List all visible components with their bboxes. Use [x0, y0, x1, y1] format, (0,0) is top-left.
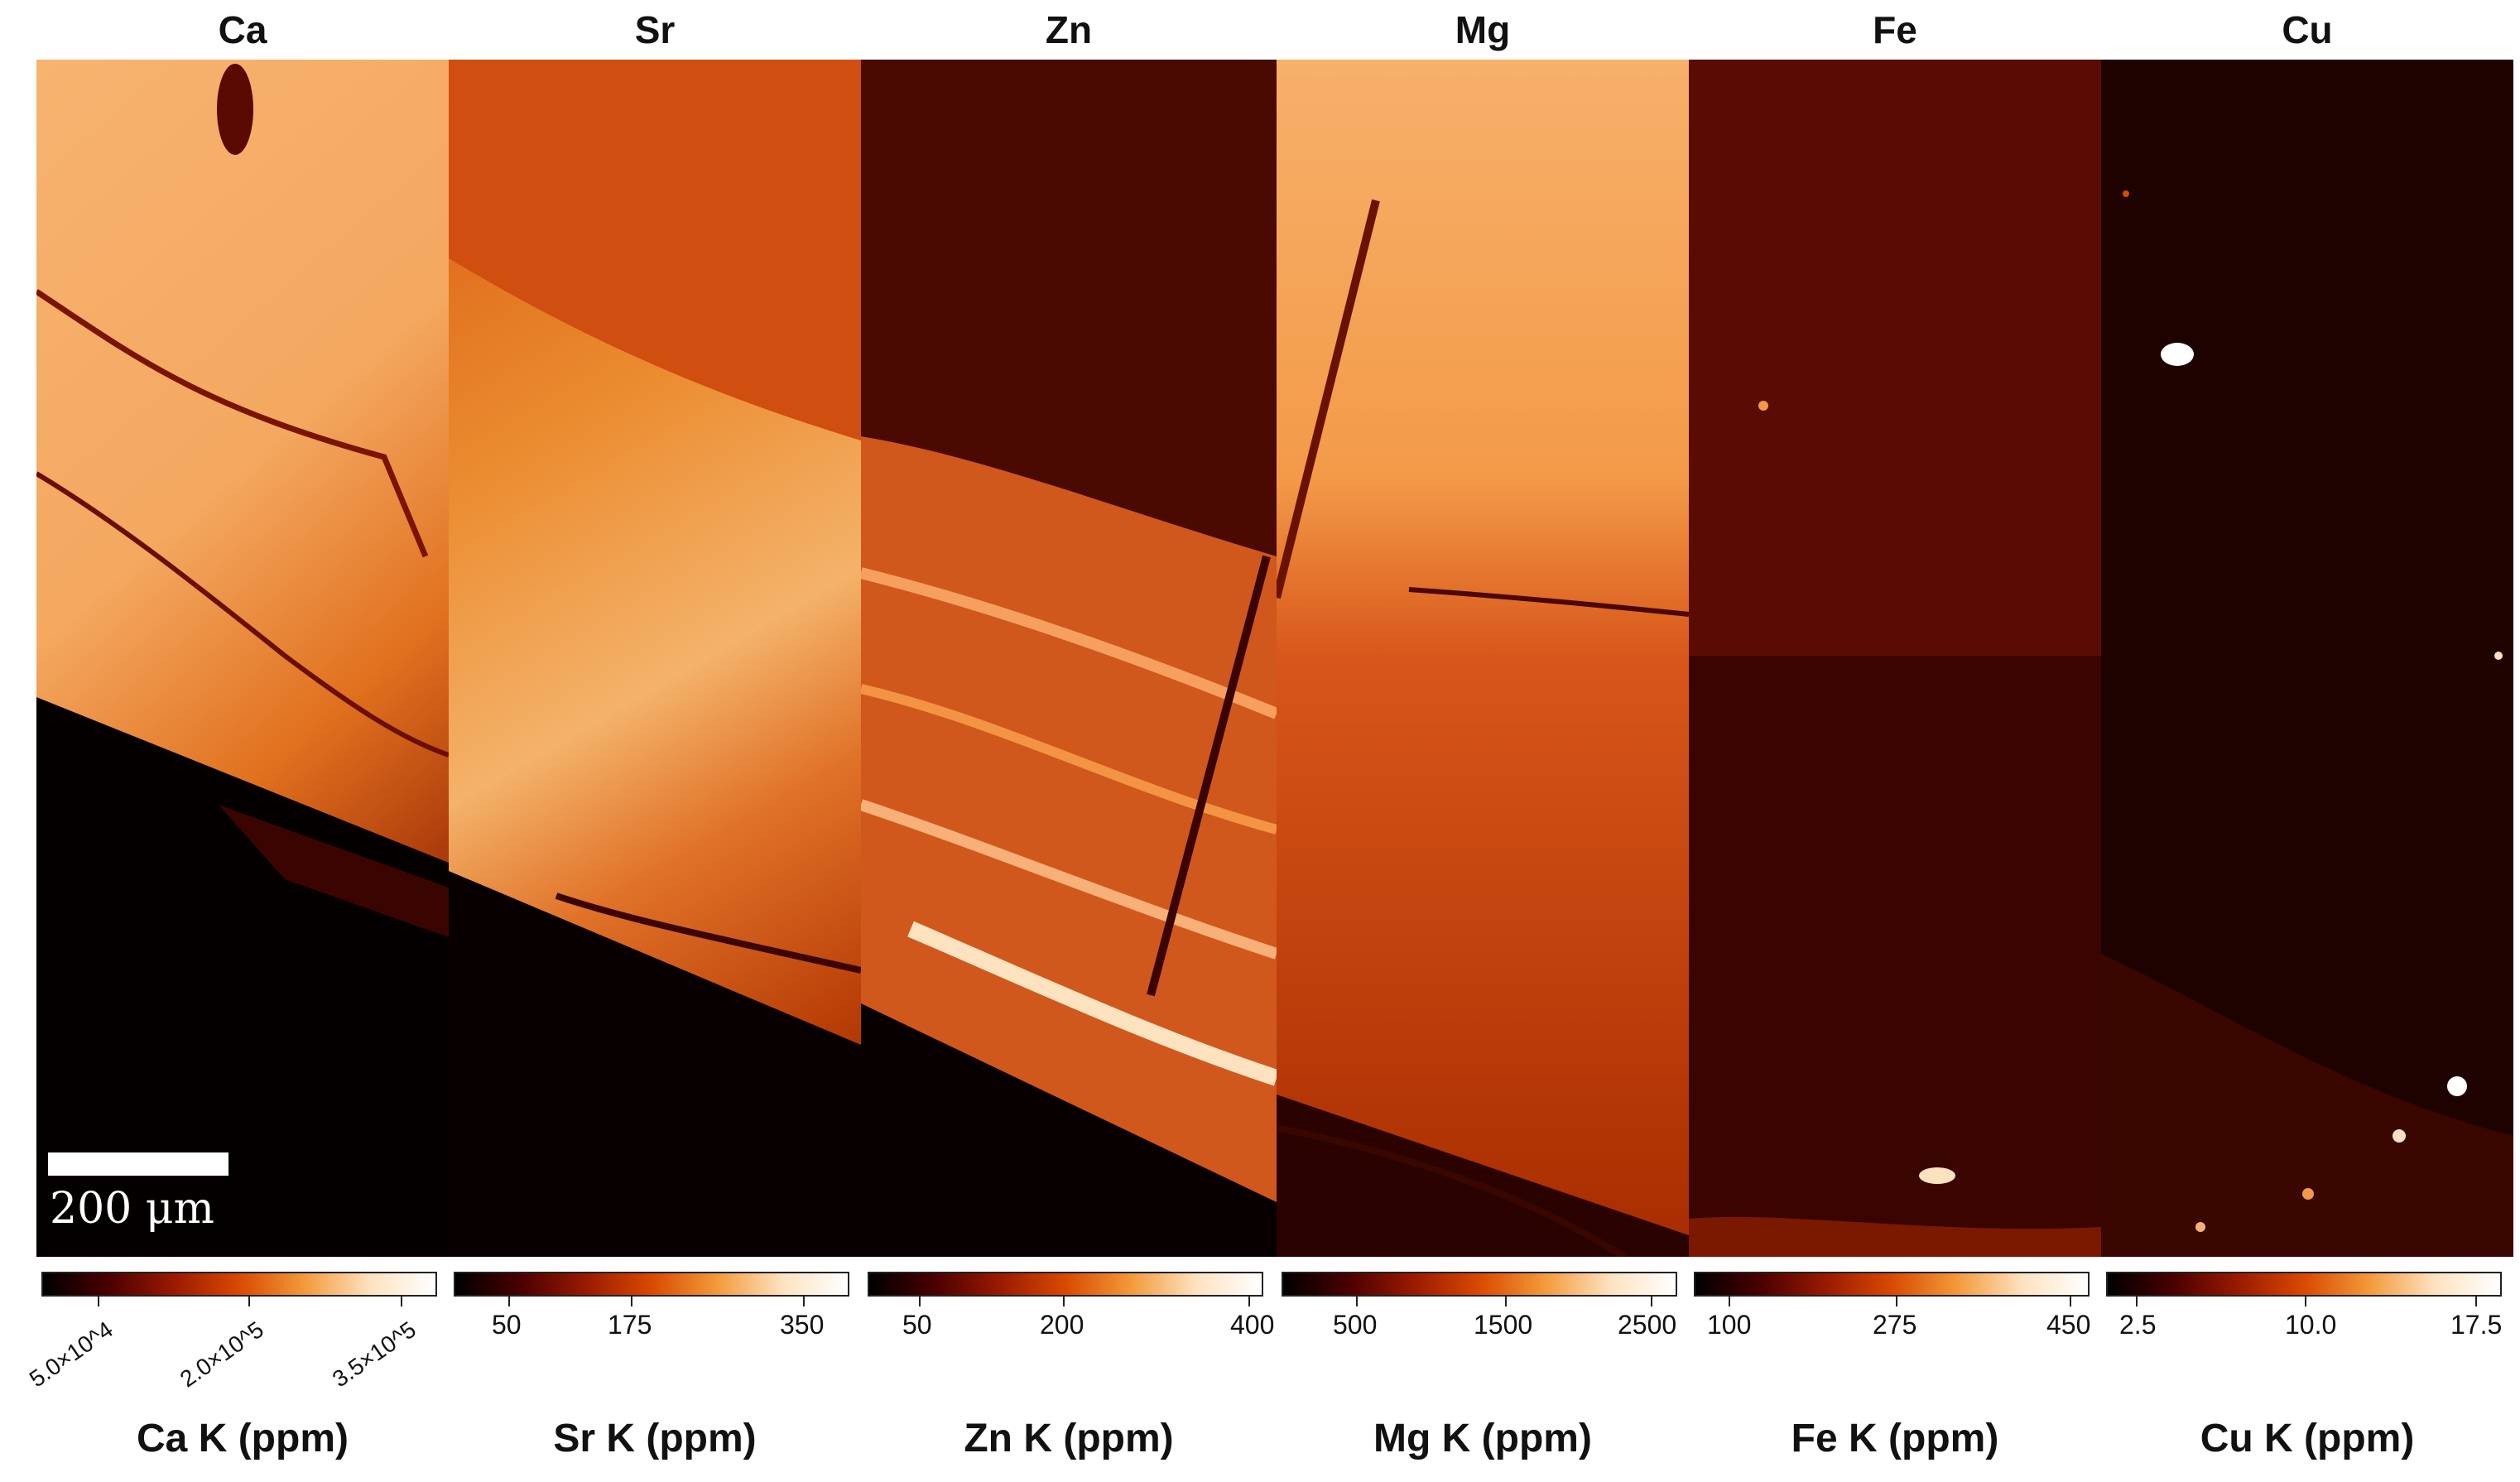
- panel-title-fe: Fe: [1873, 8, 1917, 51]
- zn-tick-label: 400: [1230, 1310, 1275, 1340]
- zn-tick-label: 50: [902, 1310, 932, 1340]
- zn-tick-label: 200: [1040, 1310, 1084, 1340]
- mg-tick-label: 2500: [1618, 1310, 1677, 1340]
- colorbar-fe: [1694, 1272, 2090, 1297]
- colorbar-tick: [2136, 1297, 2138, 1306]
- colorbar-tick: [1356, 1297, 1358, 1306]
- colorbar-cu: [2106, 1272, 2502, 1297]
- mg-tick-label: 500: [1333, 1310, 1378, 1340]
- colorbar-tick: [2475, 1297, 2477, 1306]
- sr-tick-label: 175: [608, 1310, 652, 1340]
- map-zn-image: [861, 60, 1277, 1257]
- ca-tick-label: 5.0×10^4: [24, 1316, 118, 1393]
- colorbar-tick: [2070, 1297, 2071, 1306]
- colorbar-ca: [41, 1272, 437, 1297]
- colorbar-tick: [631, 1297, 632, 1306]
- colorbar-tick: [803, 1297, 805, 1306]
- colorbar-zn: [868, 1272, 1263, 1297]
- colorbar-tick: [1651, 1297, 1652, 1306]
- colorbar-tick: [98, 1297, 99, 1306]
- map-cu-image: [2101, 60, 2513, 1257]
- map-fe: [1689, 60, 2101, 1257]
- scale-bar-label: 200 μm: [50, 1184, 214, 1234]
- panel-title-ca: Ca: [218, 8, 267, 51]
- ca-tick-label: 3.5×10^5: [327, 1316, 421, 1393]
- map-mg: [1277, 60, 1689, 1257]
- colorbar-tick: [1729, 1297, 1730, 1306]
- sr-tick-label: 50: [492, 1310, 522, 1340]
- sr-tick-label: 350: [780, 1310, 825, 1340]
- cu-tick-label: 2.5: [2119, 1310, 2157, 1340]
- colorbar-tick: [1248, 1297, 1250, 1306]
- colorbar-tick: [1505, 1297, 1507, 1306]
- colorbar-tick: [2305, 1297, 2306, 1306]
- colorbar-title-ca: Ca K (ppm): [137, 1417, 349, 1460]
- colorbar-mg: [1282, 1272, 1677, 1297]
- map-sr: [449, 60, 861, 1257]
- colorbar-tick: [919, 1297, 921, 1306]
- colorbar-tick: [1896, 1297, 1897, 1306]
- colorbar-title-fe: Fe K (ppm): [1791, 1417, 1999, 1460]
- map-fe-image: [1689, 60, 2101, 1257]
- panel-title-mg: Mg: [1455, 8, 1511, 51]
- scale-bar: [48, 1152, 228, 1176]
- colorbar-title-sr: Sr K (ppm): [553, 1417, 757, 1460]
- fe-tick-label: 450: [2046, 1310, 2091, 1340]
- cu-tick-label: 17.5: [2450, 1310, 2503, 1340]
- colorbar-tick: [248, 1297, 250, 1306]
- colorbar-title-cu: Cu K (ppm): [2200, 1417, 2415, 1460]
- map-cu: [2101, 60, 2513, 1257]
- colorbar-tick: [401, 1297, 402, 1306]
- panel-title-sr: Sr: [634, 8, 676, 51]
- panel-title-zn: Zn: [1045, 8, 1093, 51]
- colorbar-sr: [454, 1272, 849, 1297]
- mg-tick-label: 1500: [1474, 1310, 1533, 1340]
- map-zn: [861, 60, 1277, 1257]
- fe-tick-label: 275: [1873, 1310, 1917, 1340]
- fe-tick-label: 100: [1707, 1310, 1752, 1340]
- panel-title-cu: Cu: [2282, 8, 2333, 51]
- ca-tick-label: 2.0×10^5: [175, 1316, 268, 1393]
- map-sr-image: [449, 60, 861, 1257]
- colorbar-title-zn: Zn K (ppm): [964, 1417, 1174, 1460]
- map-ca: [36, 60, 449, 1257]
- cu-tick-label: 10.0: [2285, 1310, 2337, 1340]
- colorbar-tick: [508, 1297, 510, 1306]
- colorbar-title-mg: Mg K (ppm): [1373, 1417, 1592, 1460]
- map-mg-image: [1277, 60, 1689, 1257]
- colorbar-tick: [1063, 1297, 1065, 1306]
- map-ca-image: [36, 60, 449, 1257]
